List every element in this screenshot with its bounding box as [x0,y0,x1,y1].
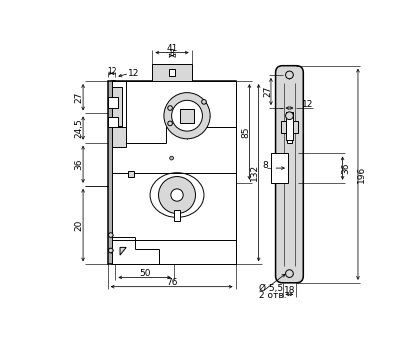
Bar [112,81,235,264]
Polygon shape [120,247,126,255]
Text: 36: 36 [74,158,83,170]
Text: 2 отв.: 2 отв. [258,291,285,300]
Bar [152,64,191,81]
Text: 36: 36 [340,162,349,174]
Text: 50: 50 [139,269,150,278]
Bar [112,127,126,146]
Bar [168,69,175,76]
Bar [108,117,118,127]
Text: 18: 18 [283,286,294,295]
Circle shape [164,93,210,139]
Circle shape [171,100,202,131]
Circle shape [167,121,172,126]
Text: 8: 8 [169,49,174,58]
Text: 85: 85 [240,126,249,137]
Bar [112,87,121,126]
Bar [280,121,297,133]
Text: 12: 12 [301,101,312,109]
Circle shape [285,270,292,277]
Circle shape [171,189,183,201]
Bar [286,121,291,143]
Text: 12: 12 [107,67,116,76]
Bar [180,109,193,123]
Bar [112,81,235,173]
Text: 20: 20 [74,219,83,231]
Text: 76: 76 [166,278,177,287]
Text: 12: 12 [128,69,139,78]
Text: Ø 5,5: Ø 5,5 [258,284,282,293]
Circle shape [108,233,113,237]
FancyBboxPatch shape [275,66,303,283]
Bar [108,81,115,264]
Text: 24,5: 24,5 [74,118,83,138]
Bar [108,97,118,108]
Circle shape [167,106,172,110]
Bar [270,154,287,183]
Text: 196: 196 [356,166,365,183]
Circle shape [169,156,173,160]
Circle shape [285,112,292,120]
Text: 27: 27 [263,86,272,97]
Bar [285,112,292,140]
Circle shape [108,248,113,253]
Text: 41: 41 [166,44,177,53]
Bar [128,171,134,177]
Circle shape [158,176,195,213]
Bar [112,173,235,264]
Bar [173,210,180,221]
Text: 132: 132 [249,164,258,181]
Circle shape [285,71,292,79]
Text: 8: 8 [261,160,267,170]
Circle shape [201,100,206,104]
Text: 27: 27 [74,92,83,103]
